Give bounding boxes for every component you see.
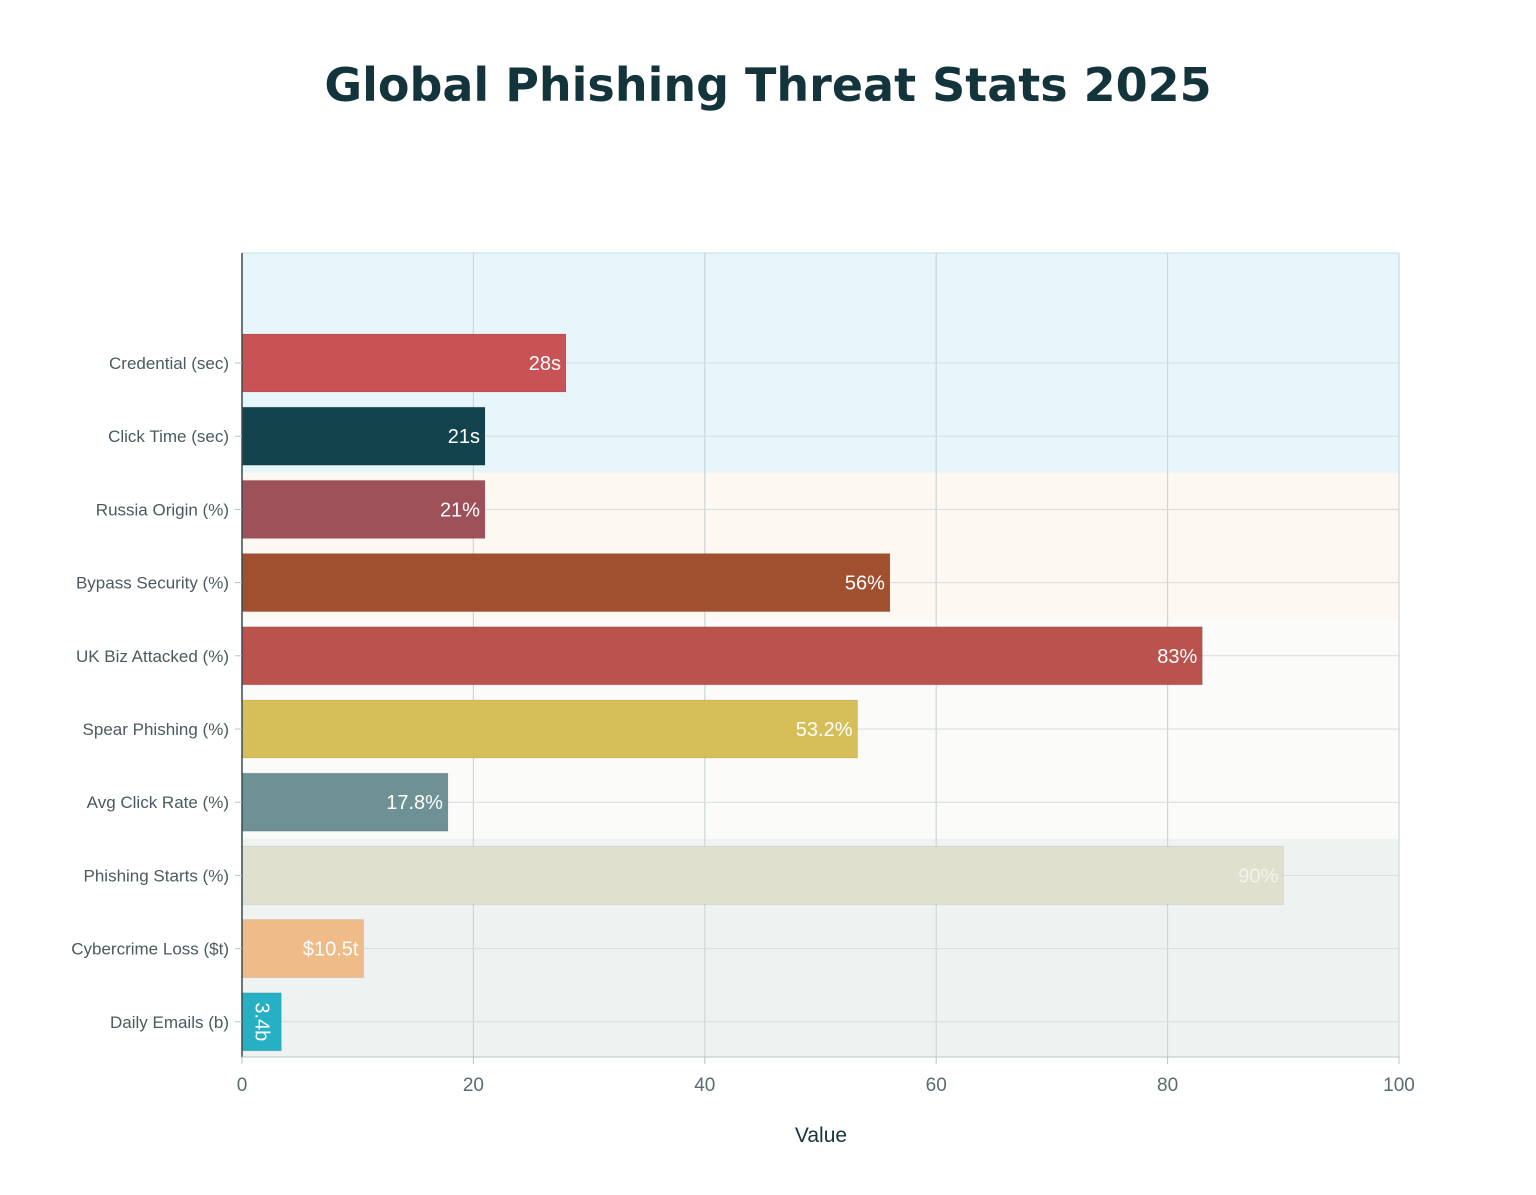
y-tick-label: Click Time (sec) [108, 427, 229, 446]
bar [241, 699, 859, 759]
x-tick-label: 100 [1383, 1075, 1415, 1096]
bar [241, 553, 891, 613]
x-tick-label: 60 [926, 1075, 947, 1096]
bar [241, 992, 282, 1052]
y-tick-label: Spear Phishing (%) [83, 720, 229, 739]
y-tick-label: Bypass Security (%) [76, 574, 229, 593]
bar [241, 845, 1284, 905]
bar [241, 406, 486, 466]
y-tick-label: Avg Click Rate (%) [87, 793, 229, 812]
y-tick-label: Phishing Starts (%) [84, 866, 230, 885]
x-tick-label: 40 [694, 1075, 715, 1096]
x-axis: 0 20 40 60 80 100 [237, 1056, 1415, 1096]
bar [241, 919, 364, 979]
bar-data-label: 83% [1157, 646, 1197, 668]
bar-data-label: $10.5t [303, 939, 359, 961]
y-tick-label: UK Biz Attacked (%) [76, 647, 229, 666]
x-tick-label: 80 [1157, 1075, 1178, 1096]
bar-data-label: 28s [529, 353, 561, 375]
chart-title: Global Phishing Threat Stats 2025 [324, 58, 1211, 112]
y-tick-label: Russia Origin (%) [96, 500, 229, 519]
bar-data-label: 17.8% [386, 792, 443, 814]
bar [241, 333, 567, 393]
y-axis-labels: Credential (sec) Click Time (sec) Russia O… [71, 354, 242, 1032]
x-axis-title: Value [795, 1124, 847, 1147]
bar-data-label: 90% [1238, 865, 1278, 887]
bar-data-label: 21% [440, 499, 480, 521]
y-tick-label: Credential (sec) [109, 354, 229, 373]
bar-data-label: 53.2% [796, 719, 853, 741]
bars: 28s 21s 21% 56% 83% 53.2% 17.8% 90% $10.5t 3.4b [241, 253, 1284, 1057]
bar-data-label: 21s [448, 426, 480, 448]
x-tick-label: 0 [237, 1075, 248, 1096]
x-tick-label: 20 [463, 1075, 484, 1096]
bar [241, 479, 486, 539]
bar-data-label: 56% [845, 573, 885, 595]
bar [241, 772, 449, 832]
bar-data-label: 3.4b [251, 1002, 273, 1041]
y-tick-label: Daily Emails (b) [110, 1013, 229, 1032]
y-tick-label: Cybercrime Loss ($t) [71, 940, 229, 959]
bar [241, 626, 1203, 686]
